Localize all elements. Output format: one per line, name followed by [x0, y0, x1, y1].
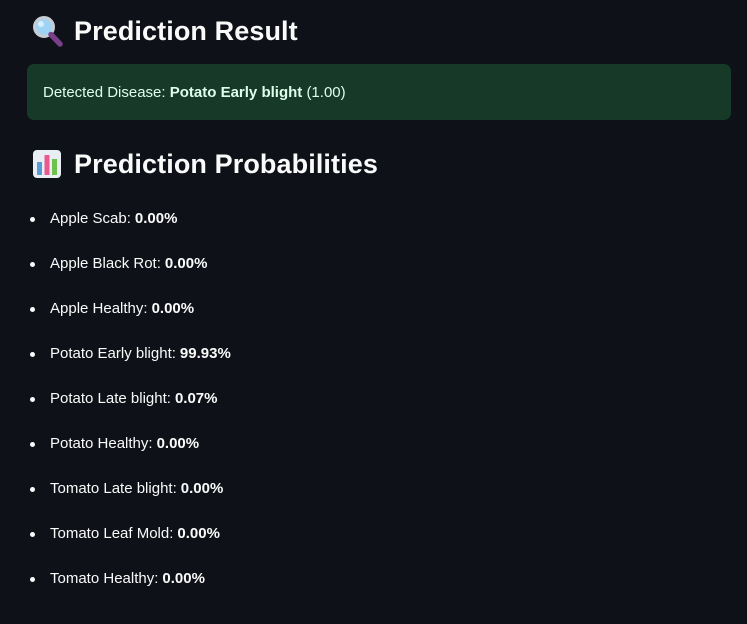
probability-item-apple-healthy: Apple Healthy: 0.00%	[27, 286, 231, 331]
bar-chart-icon	[33, 150, 61, 178]
probability-value: 0.00%	[151, 300, 195, 317]
probability-label: Apple Healthy:	[50, 300, 148, 317]
alert-prefix: Detected Disease:	[43, 83, 166, 101]
probability-label: Apple Black Rot:	[50, 255, 161, 272]
prediction-result-heading: Prediction Result	[30, 13, 298, 49]
probability-item-tomato-healthy: Tomato Healthy: 0.00%	[27, 556, 231, 601]
bullet	[30, 531, 35, 537]
bullet	[30, 486, 35, 492]
probability-item-potato-early-blight: Potato Early blight: 99.93%	[27, 331, 231, 376]
probability-item-potato-healthy: Potato Healthy: 0.00%	[27, 421, 231, 466]
detected-disease-alert: Detected Disease: Potato Early blight (1…	[27, 64, 731, 120]
probability-item-tomato-late-blight: Tomato Late blight: 0.00%	[27, 466, 231, 511]
bullet	[30, 576, 35, 582]
probability-list: Apple Scab: 0.00% Apple Black Rot: 0.00%…	[27, 196, 231, 601]
probability-value: 0.00%	[162, 570, 205, 587]
probability-label: Tomato Leaf Mold:	[50, 525, 174, 542]
bullet	[30, 216, 35, 222]
prediction-probabilities-title: Prediction Probabilities	[74, 148, 378, 179]
detected-disease-confidence: (1.00)	[306, 83, 346, 101]
probability-value: 99.93%	[179, 345, 231, 362]
bullet	[30, 351, 35, 357]
probability-value: 0.07%	[174, 390, 218, 407]
probability-label: Tomato Late blight:	[50, 480, 177, 497]
probability-value: 0.00%	[177, 525, 220, 542]
probability-item-apple-scab: Apple Scab: 0.00%	[27, 196, 231, 241]
bullet	[30, 306, 35, 312]
probability-item-apple-black-rot: Apple Black Rot: 0.00%	[27, 241, 231, 286]
probability-label: Potato Late blight:	[50, 390, 171, 407]
detected-disease-name: Potato Early blight	[169, 83, 303, 101]
probability-label: Apple Scab:	[50, 210, 131, 227]
probability-value: 0.00%	[180, 480, 224, 497]
probability-label: Tomato Healthy:	[50, 570, 159, 587]
bullet	[30, 441, 35, 447]
probability-label: Potato Healthy:	[50, 435, 153, 452]
probability-value: 0.00%	[134, 210, 178, 227]
prediction-result-title: Prediction Result	[74, 15, 298, 46]
probability-label: Potato Early blight:	[50, 345, 176, 362]
bullet	[30, 396, 35, 402]
magnifying-glass-icon	[33, 16, 63, 47]
probability-value: 0.00%	[156, 435, 200, 452]
prediction-probabilities-heading: Prediction Probabilities	[30, 146, 378, 182]
probability-item-tomato-leaf-mold: Tomato Leaf Mold: 0.00%	[27, 511, 231, 556]
probability-value: 0.00%	[164, 255, 208, 272]
probability-item-potato-late-blight: Potato Late blight: 0.07%	[27, 376, 231, 421]
bullet	[30, 261, 35, 267]
